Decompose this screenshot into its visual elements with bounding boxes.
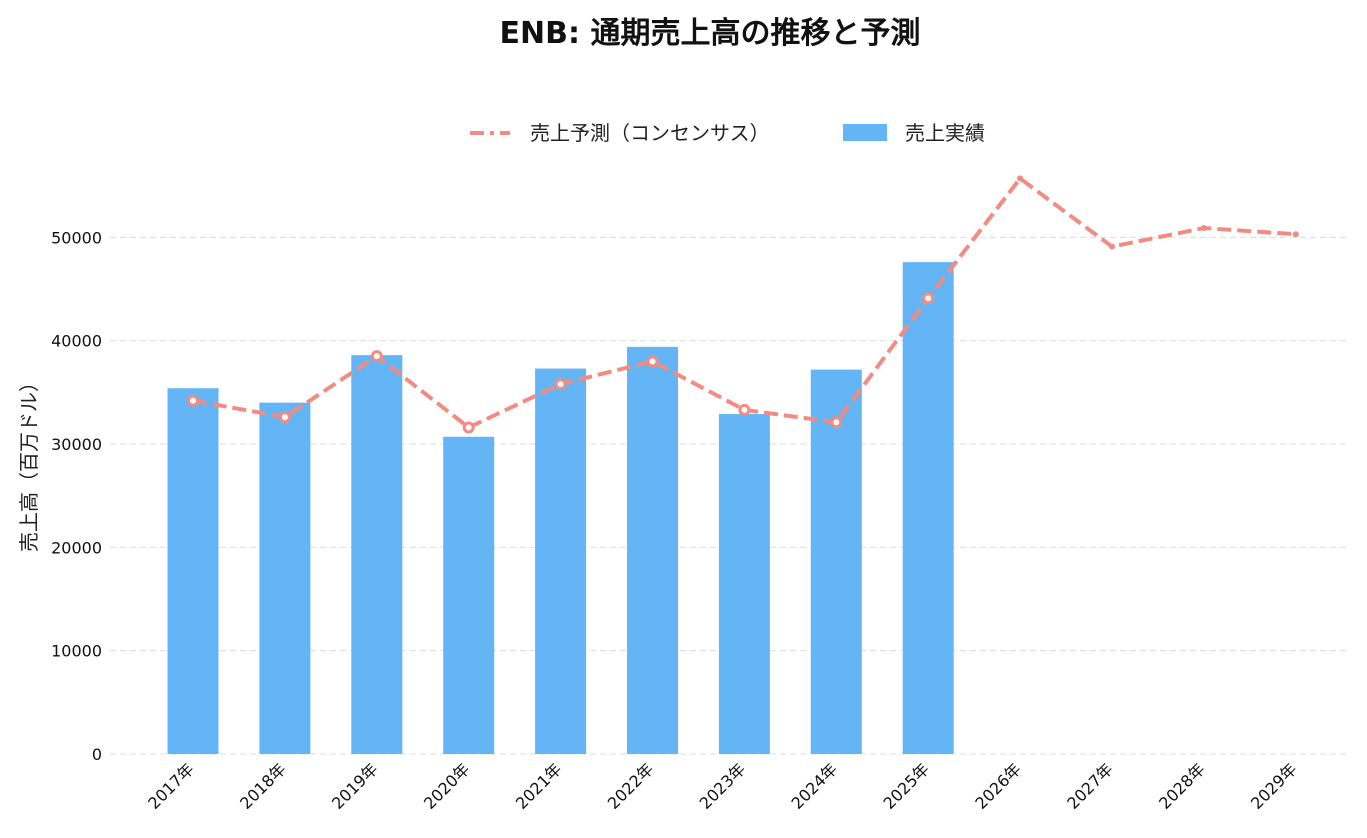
x-tick-label: 2019年 <box>328 759 382 813</box>
y-tick-label: 20000 <box>51 538 102 557</box>
y-tick-label: 10000 <box>51 642 102 661</box>
chart-title: ENB: 通期売上高の推移と予測 <box>500 16 921 51</box>
x-tick-label: 2020年 <box>420 759 474 813</box>
y-axis-ticks: 0 10000 20000 30000 40000 50000 <box>51 228 102 764</box>
legend-actual-label: 売上実績 <box>905 121 985 145</box>
actual-bars <box>167 262 954 754</box>
forecast-point <box>278 411 291 424</box>
actual-bar <box>167 388 219 754</box>
y-tick-label: 0 <box>92 745 102 764</box>
x-tick-label: 2024年 <box>788 759 842 813</box>
forecast-point <box>738 403 751 416</box>
legend: 売上予測（コンセンサス） 売上実績 <box>470 121 985 145</box>
forecast-point <box>1109 243 1115 250</box>
x-tick-label: 2025年 <box>879 759 933 813</box>
forecast-point <box>646 355 659 368</box>
forecast-point <box>187 394 199 407</box>
forecast-point <box>830 416 843 429</box>
x-tick-label: 2022年 <box>604 759 658 813</box>
x-tick-label: 2018年 <box>236 759 290 813</box>
forecast-point <box>554 378 567 391</box>
x-tick-label: 2029年 <box>1247 759 1301 813</box>
x-tick-label: 2027年 <box>1063 759 1117 813</box>
actual-bar <box>443 436 495 754</box>
y-axis-label: 売上高（百万ドル） <box>17 372 41 552</box>
legend-actual-swatch <box>843 124 887 141</box>
actual-bar <box>259 402 311 754</box>
actual-bar <box>351 355 403 754</box>
forecast-point <box>1200 225 1207 232</box>
y-tick-label: 40000 <box>51 332 102 351</box>
x-tick-label: 2023年 <box>696 759 750 813</box>
x-tick-label: 2017年 <box>144 759 198 813</box>
actual-bar <box>718 414 770 754</box>
actual-bar <box>810 369 862 754</box>
actual-bar <box>902 262 954 754</box>
legend-forecast-label: 売上予測（コンセンサス） <box>530 121 770 145</box>
actual-bar <box>627 346 678 754</box>
forecast-point <box>462 421 475 434</box>
x-tick-label: 2026年 <box>971 759 1025 813</box>
x-axis-ticks: 2017年 2018年 2019年 2020年 2021年 2022年 2023年 2024年… <box>144 759 1300 813</box>
x-tick-label: 2021年 <box>512 759 566 813</box>
actual-bar <box>535 368 587 754</box>
forecast-line <box>187 175 1299 434</box>
y-tick-label: 50000 <box>51 228 102 247</box>
x-tick-label: 2028年 <box>1155 759 1209 813</box>
forecast-point <box>370 350 383 363</box>
forecast-point <box>1017 175 1024 182</box>
y-tick-label: 30000 <box>51 435 102 454</box>
forecast-point <box>1292 231 1299 238</box>
forecast-point <box>922 292 935 305</box>
